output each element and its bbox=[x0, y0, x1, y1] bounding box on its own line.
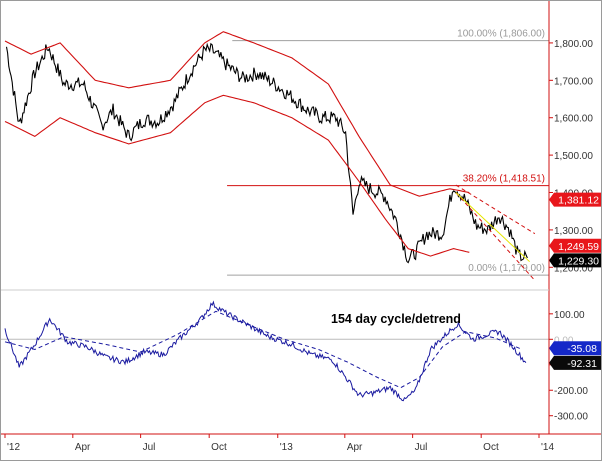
y-tick-label: 1,200.00 bbox=[554, 263, 593, 274]
price-value-tag: 1,229.30 bbox=[549, 253, 601, 268]
x-tick-label: '14 bbox=[541, 442, 554, 453]
x-tick-label: '12 bbox=[7, 442, 20, 453]
price-series-line bbox=[5, 42, 528, 264]
fib-level-label: 38.20% (1,418.51) bbox=[463, 174, 545, 185]
y-tick-label: 1,600.00 bbox=[554, 114, 593, 125]
trendline bbox=[455, 184, 536, 235]
cycle-value-tag: -35.08 bbox=[549, 341, 601, 356]
price-panel: 1,200.001,300.001,400.001,500.001,600.00… bbox=[4, 29, 601, 281]
y-tick-label: 1,700.00 bbox=[554, 76, 593, 87]
cycle-value-tag: -92.31 bbox=[549, 355, 601, 370]
cycle-value-tag-label: -35.08 bbox=[567, 343, 597, 355]
y-tick-label: 1,500.00 bbox=[554, 151, 593, 162]
y-tick-label: -300.00 bbox=[554, 412, 588, 423]
price-value-tag-label: 1,249.59 bbox=[558, 241, 599, 253]
x-tick-label: Apr bbox=[347, 442, 363, 453]
price-value-tag: 1,249.59 bbox=[549, 238, 601, 253]
cycle-series-line bbox=[4, 300, 527, 402]
y-tick-label: -200.00 bbox=[554, 386, 588, 397]
cycle-average-line bbox=[4, 310, 523, 389]
x-tick-label: '13 bbox=[280, 442, 293, 453]
cycle-value-tag-label: -92.31 bbox=[567, 358, 597, 370]
cycle-annotation: 154 day cycle/detrend bbox=[331, 312, 461, 326]
x-tick-label: Apr bbox=[75, 442, 91, 453]
x-tick-label: Oct bbox=[211, 442, 227, 453]
fib-level-label: 100.00% (1,806.00) bbox=[457, 29, 545, 40]
trendline bbox=[455, 192, 530, 263]
y-tick-label: 1,300.00 bbox=[554, 226, 593, 237]
x-tick-label: Jul bbox=[415, 442, 428, 453]
x-tick-label: Oct bbox=[483, 442, 499, 453]
price-value-tag: 1,381.12 bbox=[549, 192, 601, 207]
y-tick-label: 100.00 bbox=[554, 310, 585, 321]
price-value-tag-label: 1,229.30 bbox=[558, 255, 599, 267]
upper-band-line bbox=[4, 31, 470, 197]
price-value-tag-label: 1,381.12 bbox=[558, 195, 599, 207]
lower-band-line bbox=[4, 94, 470, 257]
y-tick-label-zero: 0.00 bbox=[554, 335, 574, 346]
fib-level-label: 0.00% (1,179.00) bbox=[468, 263, 545, 274]
x-axis: '12 Apr Jul Oct '13 Apr Jul Oct '14 bbox=[1, 1, 601, 453]
x-tick-label: Jul bbox=[143, 442, 156, 453]
y-tick-label: 1,800.00 bbox=[554, 39, 593, 50]
trendline bbox=[455, 192, 536, 281]
